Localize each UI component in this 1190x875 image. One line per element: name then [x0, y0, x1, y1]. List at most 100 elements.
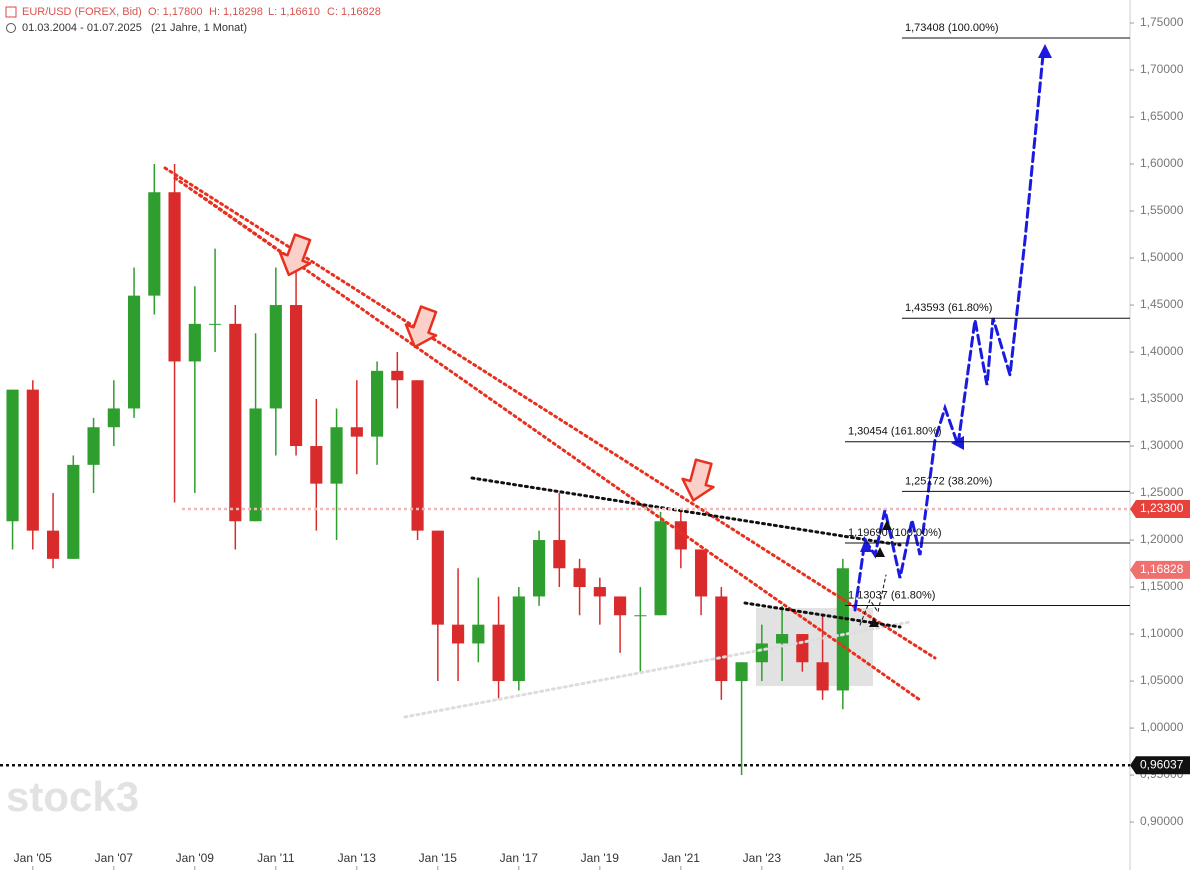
clock-icon: [6, 23, 16, 33]
ohlc-close: C: 1,16828: [327, 6, 381, 18]
price-tag: [1130, 500, 1190, 519]
date-span: (21 Jahre, 1 Monat): [151, 22, 247, 34]
candle-body: [188, 323, 201, 362]
arrow-head: [951, 436, 964, 450]
price-tag-label: 1,23300: [1140, 501, 1184, 515]
price-tag: [1130, 756, 1190, 775]
y-tick-label: 0,90000: [1140, 814, 1184, 828]
fib-label: 1,43593 (61.80%): [905, 302, 992, 314]
price-tag: [1130, 560, 1190, 579]
x-tick-label: Jan '23: [743, 851, 782, 865]
y-tick-label: 1,00000: [1140, 720, 1184, 734]
candle-body: [755, 643, 768, 663]
arrow-head: [875, 547, 885, 557]
y-tick-label: 1,15000: [1140, 579, 1184, 593]
candle-body: [310, 446, 323, 484]
signal-arrow: [278, 233, 312, 277]
support-line: [403, 620, 912, 719]
x-tick-label: Jan '07: [95, 851, 134, 865]
resistance-line: [470, 476, 902, 547]
fib-label: 1,25172 (38.20%): [905, 475, 992, 487]
candle-body: [634, 615, 647, 617]
candle-body: [816, 662, 829, 691]
fib-label: 1,13037 (61.80%): [848, 589, 935, 601]
arrow-head: [860, 538, 872, 552]
x-tick-label: Jan '21: [662, 851, 701, 865]
candle-body: [249, 408, 262, 522]
x-tick-label: Jan '15: [419, 851, 458, 865]
x-tick-label: Jan '09: [176, 851, 215, 865]
x-tick-label: Jan '13: [338, 851, 377, 865]
candle-body: [674, 521, 687, 550]
fib-label: 1,19690 (100.00%): [848, 527, 942, 539]
ohlc-low: L: 1,16610: [268, 6, 320, 18]
x-tick-label: Jan '17: [500, 851, 539, 865]
header: EUR/USD (FOREX, Bid) O: 1,17800 H: 1,182…: [5, 6, 381, 34]
candle-body: [776, 634, 789, 644]
watermark: stock3: [6, 773, 139, 820]
y-tick-label: 1,20000: [1140, 532, 1184, 546]
fib-label: 1,73408 (100.00%): [905, 22, 999, 34]
candle-body: [411, 380, 424, 531]
candle-body: [836, 568, 849, 691]
signal-arrow: [681, 458, 715, 502]
symbol-icon: [5, 6, 17, 18]
candle-body: [330, 427, 343, 484]
x-tick-label: Jan '25: [824, 851, 863, 865]
candle-body: [350, 427, 363, 437]
candle-body: [472, 624, 485, 644]
candle-body: [695, 549, 708, 597]
candle-body: [370, 370, 384, 437]
candle-body: [654, 521, 667, 616]
candle-body: [715, 596, 728, 682]
candle-body: [431, 530, 444, 625]
price-tag-label: 0,96037: [1140, 757, 1184, 771]
projection-path: [853, 53, 1045, 612]
x-tick-label: Jan '05: [14, 851, 53, 865]
candle-body: [148, 192, 161, 296]
y-tick-label: 1,75000: [1140, 15, 1184, 29]
candle-body: [553, 540, 566, 569]
candles: [6, 164, 849, 776]
candle-body: [87, 427, 100, 465]
candle-body: [67, 464, 80, 559]
candle-body: [796, 634, 809, 663]
candle-body: [512, 596, 525, 682]
candle-body: [452, 624, 465, 644]
y-tick-label: 1,10000: [1140, 626, 1184, 640]
candle-body: [168, 192, 181, 362]
date-range: 01.03.2004 - 01.07.2025: [22, 22, 142, 34]
trend-line: [163, 166, 937, 660]
candle-body: [492, 624, 505, 682]
projection-path: [859, 574, 887, 626]
y-tick-label: 1,45000: [1140, 297, 1184, 311]
y-tick-label: 1,40000: [1140, 344, 1184, 358]
candle-body: [229, 323, 242, 522]
signal-arrow: [404, 305, 438, 349]
y-tick-label: 1,30000: [1140, 438, 1184, 452]
y-tick-label: 1,70000: [1140, 62, 1184, 76]
x-tick-label: Jan '11: [257, 851, 295, 865]
y-tick-label: 1,35000: [1140, 391, 1184, 405]
candle-body: [269, 305, 282, 409]
candle-body: [107, 408, 120, 428]
signal-arrows: [278, 233, 715, 502]
ohlc-high: H: 1,18298: [209, 6, 263, 18]
y-tick-label: 1,50000: [1140, 250, 1184, 264]
candle-body: [289, 305, 303, 447]
y-tick-label: 1,55000: [1140, 203, 1184, 217]
candle-body: [593, 587, 606, 597]
y-tick-label: 1,60000: [1140, 156, 1184, 170]
candle-body: [6, 389, 19, 522]
ohlc-open: O: 1,17800: [148, 6, 202, 18]
candle-body: [573, 568, 586, 588]
arrow-head: [869, 617, 879, 627]
candle-body: [127, 295, 141, 409]
candle-body: [735, 662, 748, 682]
candle-body: [46, 530, 60, 559]
price-tag-label: 1,16828: [1140, 562, 1184, 576]
arrow-head: [1038, 44, 1052, 58]
candle-body: [391, 370, 404, 381]
fib-label: 1,30454 (161.80%): [848, 426, 942, 438]
